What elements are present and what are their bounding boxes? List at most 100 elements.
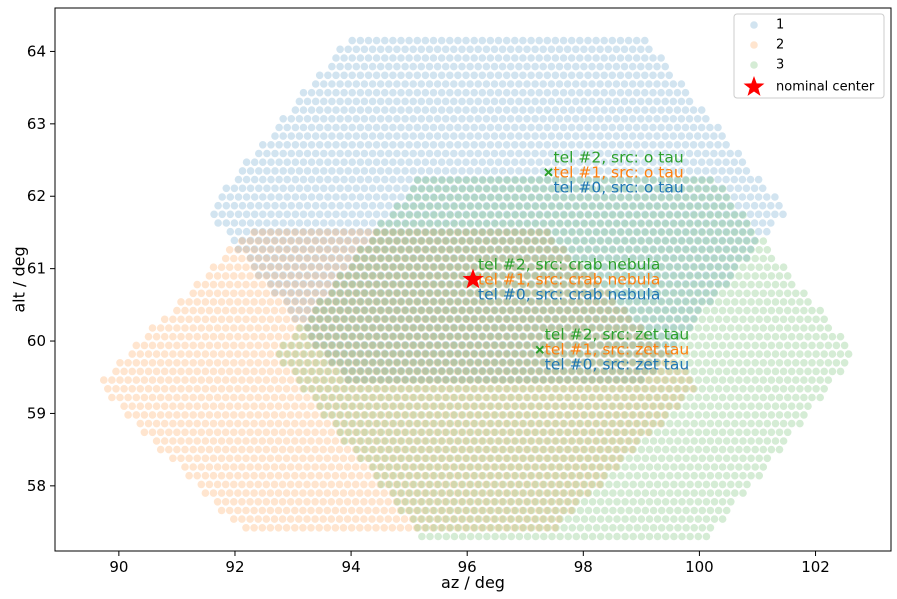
scatter-point xyxy=(548,532,556,541)
scatter-point xyxy=(266,437,275,445)
scatter-point xyxy=(311,219,320,227)
scatter-point xyxy=(519,158,527,166)
scatter-point xyxy=(548,463,556,471)
scatter-point xyxy=(470,71,479,80)
scatter-point xyxy=(743,445,751,454)
scatter-point xyxy=(238,201,247,210)
scatter-point xyxy=(332,402,341,411)
scatter-point xyxy=(543,158,552,166)
scatter-point xyxy=(426,445,434,454)
scatter-point xyxy=(160,419,169,428)
scatter-point xyxy=(217,367,226,376)
scatter-point xyxy=(385,480,394,489)
scatter-point xyxy=(425,97,434,106)
scatter-point xyxy=(714,419,723,428)
scatter-point xyxy=(217,385,226,393)
scatter-point xyxy=(250,332,258,341)
scatter-point xyxy=(775,411,784,419)
scatter-point xyxy=(478,349,487,358)
scatter-point xyxy=(360,463,368,471)
scatter-point xyxy=(649,88,657,97)
scatter-point xyxy=(430,402,438,411)
scatter-point xyxy=(580,340,588,349)
scatter-point xyxy=(376,62,385,71)
scatter-point xyxy=(535,332,543,340)
scatter-point xyxy=(353,393,361,402)
scatter-point xyxy=(242,246,250,254)
scatter-point xyxy=(246,289,254,298)
scatter-point xyxy=(576,454,585,463)
scatter-point xyxy=(213,272,222,280)
scatter-point xyxy=(250,315,258,324)
scatter-point xyxy=(278,306,287,315)
scatter-point xyxy=(213,393,222,402)
scatter-point xyxy=(213,341,222,350)
scatter-point xyxy=(686,393,694,402)
scatter-point xyxy=(295,411,303,419)
scatter-point xyxy=(286,254,295,263)
scatter-point xyxy=(347,454,356,463)
scatter-point xyxy=(377,393,386,402)
scatter-point xyxy=(397,36,405,45)
scatter-point xyxy=(389,385,398,393)
scatter-point xyxy=(286,480,295,489)
scatter-point xyxy=(319,515,328,523)
scatter-point xyxy=(458,445,467,454)
scatter-point xyxy=(197,428,206,437)
scatter-point xyxy=(495,402,503,411)
scatter-point xyxy=(482,80,491,88)
scatter-point xyxy=(682,437,690,445)
scatter-point xyxy=(539,80,547,88)
scatter-point xyxy=(217,506,226,515)
scatter-point xyxy=(352,132,361,140)
scatter-point xyxy=(205,411,214,419)
scatter-point xyxy=(437,54,446,62)
scatter-point xyxy=(336,323,344,332)
scatter-point xyxy=(307,263,315,272)
scatter-point xyxy=(499,480,508,489)
scatter-point xyxy=(758,201,767,210)
scatter-point xyxy=(738,175,747,184)
scatter-point xyxy=(592,454,601,463)
scatter-point xyxy=(340,175,348,184)
scatter-point xyxy=(604,323,613,332)
scatter-point xyxy=(543,36,552,45)
scatter-point xyxy=(173,306,181,315)
scatter-point xyxy=(669,323,678,332)
scatter-point xyxy=(478,141,487,149)
scatter-point xyxy=(738,193,747,201)
scatter-point xyxy=(372,54,381,62)
scatter-point xyxy=(458,132,466,140)
scatter-point xyxy=(320,184,328,193)
scatter-point xyxy=(282,437,291,445)
scatter-point xyxy=(376,80,385,88)
scatter-point xyxy=(421,314,430,323)
scatter-point xyxy=(225,489,234,497)
scatter-point xyxy=(462,106,470,114)
scatter-point xyxy=(568,524,577,532)
scatter-point xyxy=(254,463,262,471)
scatter-point xyxy=(422,419,430,428)
scatter-point xyxy=(266,419,275,428)
scatter-point xyxy=(291,210,300,219)
scatter-point xyxy=(686,445,694,454)
scatter-point xyxy=(213,463,222,471)
scatter-point xyxy=(487,524,495,532)
scatter-point xyxy=(397,123,405,132)
scatter-point xyxy=(299,437,307,445)
scatter-point xyxy=(185,471,193,480)
scatter-point xyxy=(413,54,422,62)
scatter-point xyxy=(405,489,414,497)
scatter-point xyxy=(779,402,788,411)
scatter-point xyxy=(279,184,288,193)
scatter-point xyxy=(165,376,173,384)
scatter-point xyxy=(389,175,397,184)
scatter-point xyxy=(531,45,539,54)
scatter-point xyxy=(409,62,418,71)
scatter-point xyxy=(372,141,381,149)
scatter-point xyxy=(555,340,564,349)
scatter-point xyxy=(348,106,357,114)
scatter-point xyxy=(254,480,262,489)
scatter-point xyxy=(230,480,238,489)
scatter-point xyxy=(507,480,516,489)
